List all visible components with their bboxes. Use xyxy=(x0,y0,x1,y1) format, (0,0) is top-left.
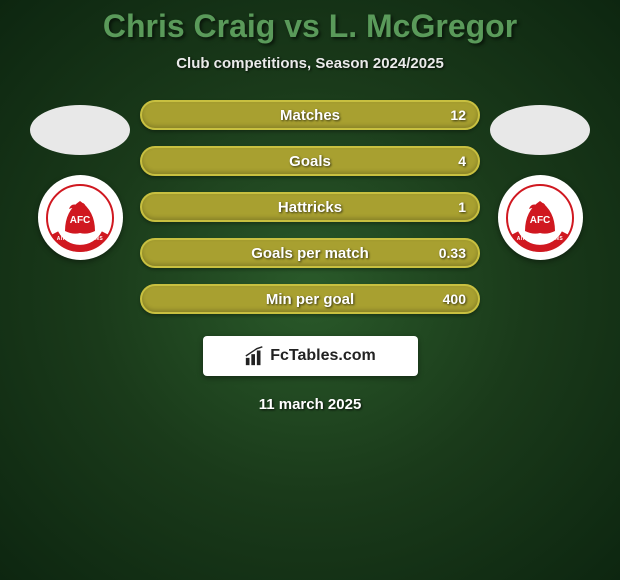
player-left-photo-placeholder xyxy=(30,105,130,155)
player-right-club-badge: AFC AIRDRIEONIANS xyxy=(498,175,583,260)
stat-bar-goals-per-match: Goals per match 0.33 xyxy=(140,238,480,268)
stat-bar-goals: Goals 4 xyxy=(140,146,480,176)
stat-right-value: 12 xyxy=(450,107,466,123)
subtitle: Club competitions, Season 2024/2025 xyxy=(176,55,444,72)
svg-text:AFC: AFC xyxy=(70,215,91,226)
stat-right-value: 400 xyxy=(443,291,466,307)
branding-text: FcTables.com xyxy=(244,345,376,367)
player-left-club-badge: AFC AIRDRIEONIANS xyxy=(38,175,123,260)
branding-label: FcTables.com xyxy=(270,347,376,365)
stat-right-value: 1 xyxy=(458,199,466,215)
date-line: 11 march 2025 xyxy=(259,396,362,413)
svg-text:AIRDRIEONIANS: AIRDRIEONIANS xyxy=(517,236,564,242)
stat-right-value: 4 xyxy=(458,153,466,169)
svg-text:AIRDRIEONIANS: AIRDRIEONIANS xyxy=(57,236,104,242)
stat-label: Matches xyxy=(280,107,340,124)
stats-column: Matches 12 Goals 4 Hattricks 1 Goals per… xyxy=(140,100,480,314)
stat-bar-matches: Matches 12 xyxy=(140,100,480,130)
stat-label: Goals xyxy=(289,153,331,170)
player-left-column: AFC AIRDRIEONIANS xyxy=(30,100,130,260)
bar-chart-icon xyxy=(244,345,266,367)
club-crest-icon: AFC AIRDRIEONIANS xyxy=(45,183,115,253)
stat-label: Min per goal xyxy=(266,291,354,308)
stat-label: Goals per match xyxy=(251,245,369,262)
club-crest-icon: AFC AIRDRIEONIANS xyxy=(505,183,575,253)
stat-bar-min-per-goal: Min per goal 400 xyxy=(140,284,480,314)
stat-bar-hattricks: Hattricks 1 xyxy=(140,192,480,222)
comparison-card: Chris Craig vs L. McGregor Club competit… xyxy=(0,0,620,413)
svg-text:AFC: AFC xyxy=(530,215,551,226)
stat-label: Hattricks xyxy=(278,199,342,216)
player-right-photo-placeholder xyxy=(490,105,590,155)
main-row: AFC AIRDRIEONIANS Matches 12 Goals 4 Hat… xyxy=(0,100,620,314)
player-right-column: AFC AIRDRIEONIANS xyxy=(490,100,590,260)
stat-right-value: 0.33 xyxy=(439,245,466,261)
page-title: Chris Craig vs L. McGregor xyxy=(103,8,517,45)
branding-panel[interactable]: FcTables.com xyxy=(203,336,418,376)
